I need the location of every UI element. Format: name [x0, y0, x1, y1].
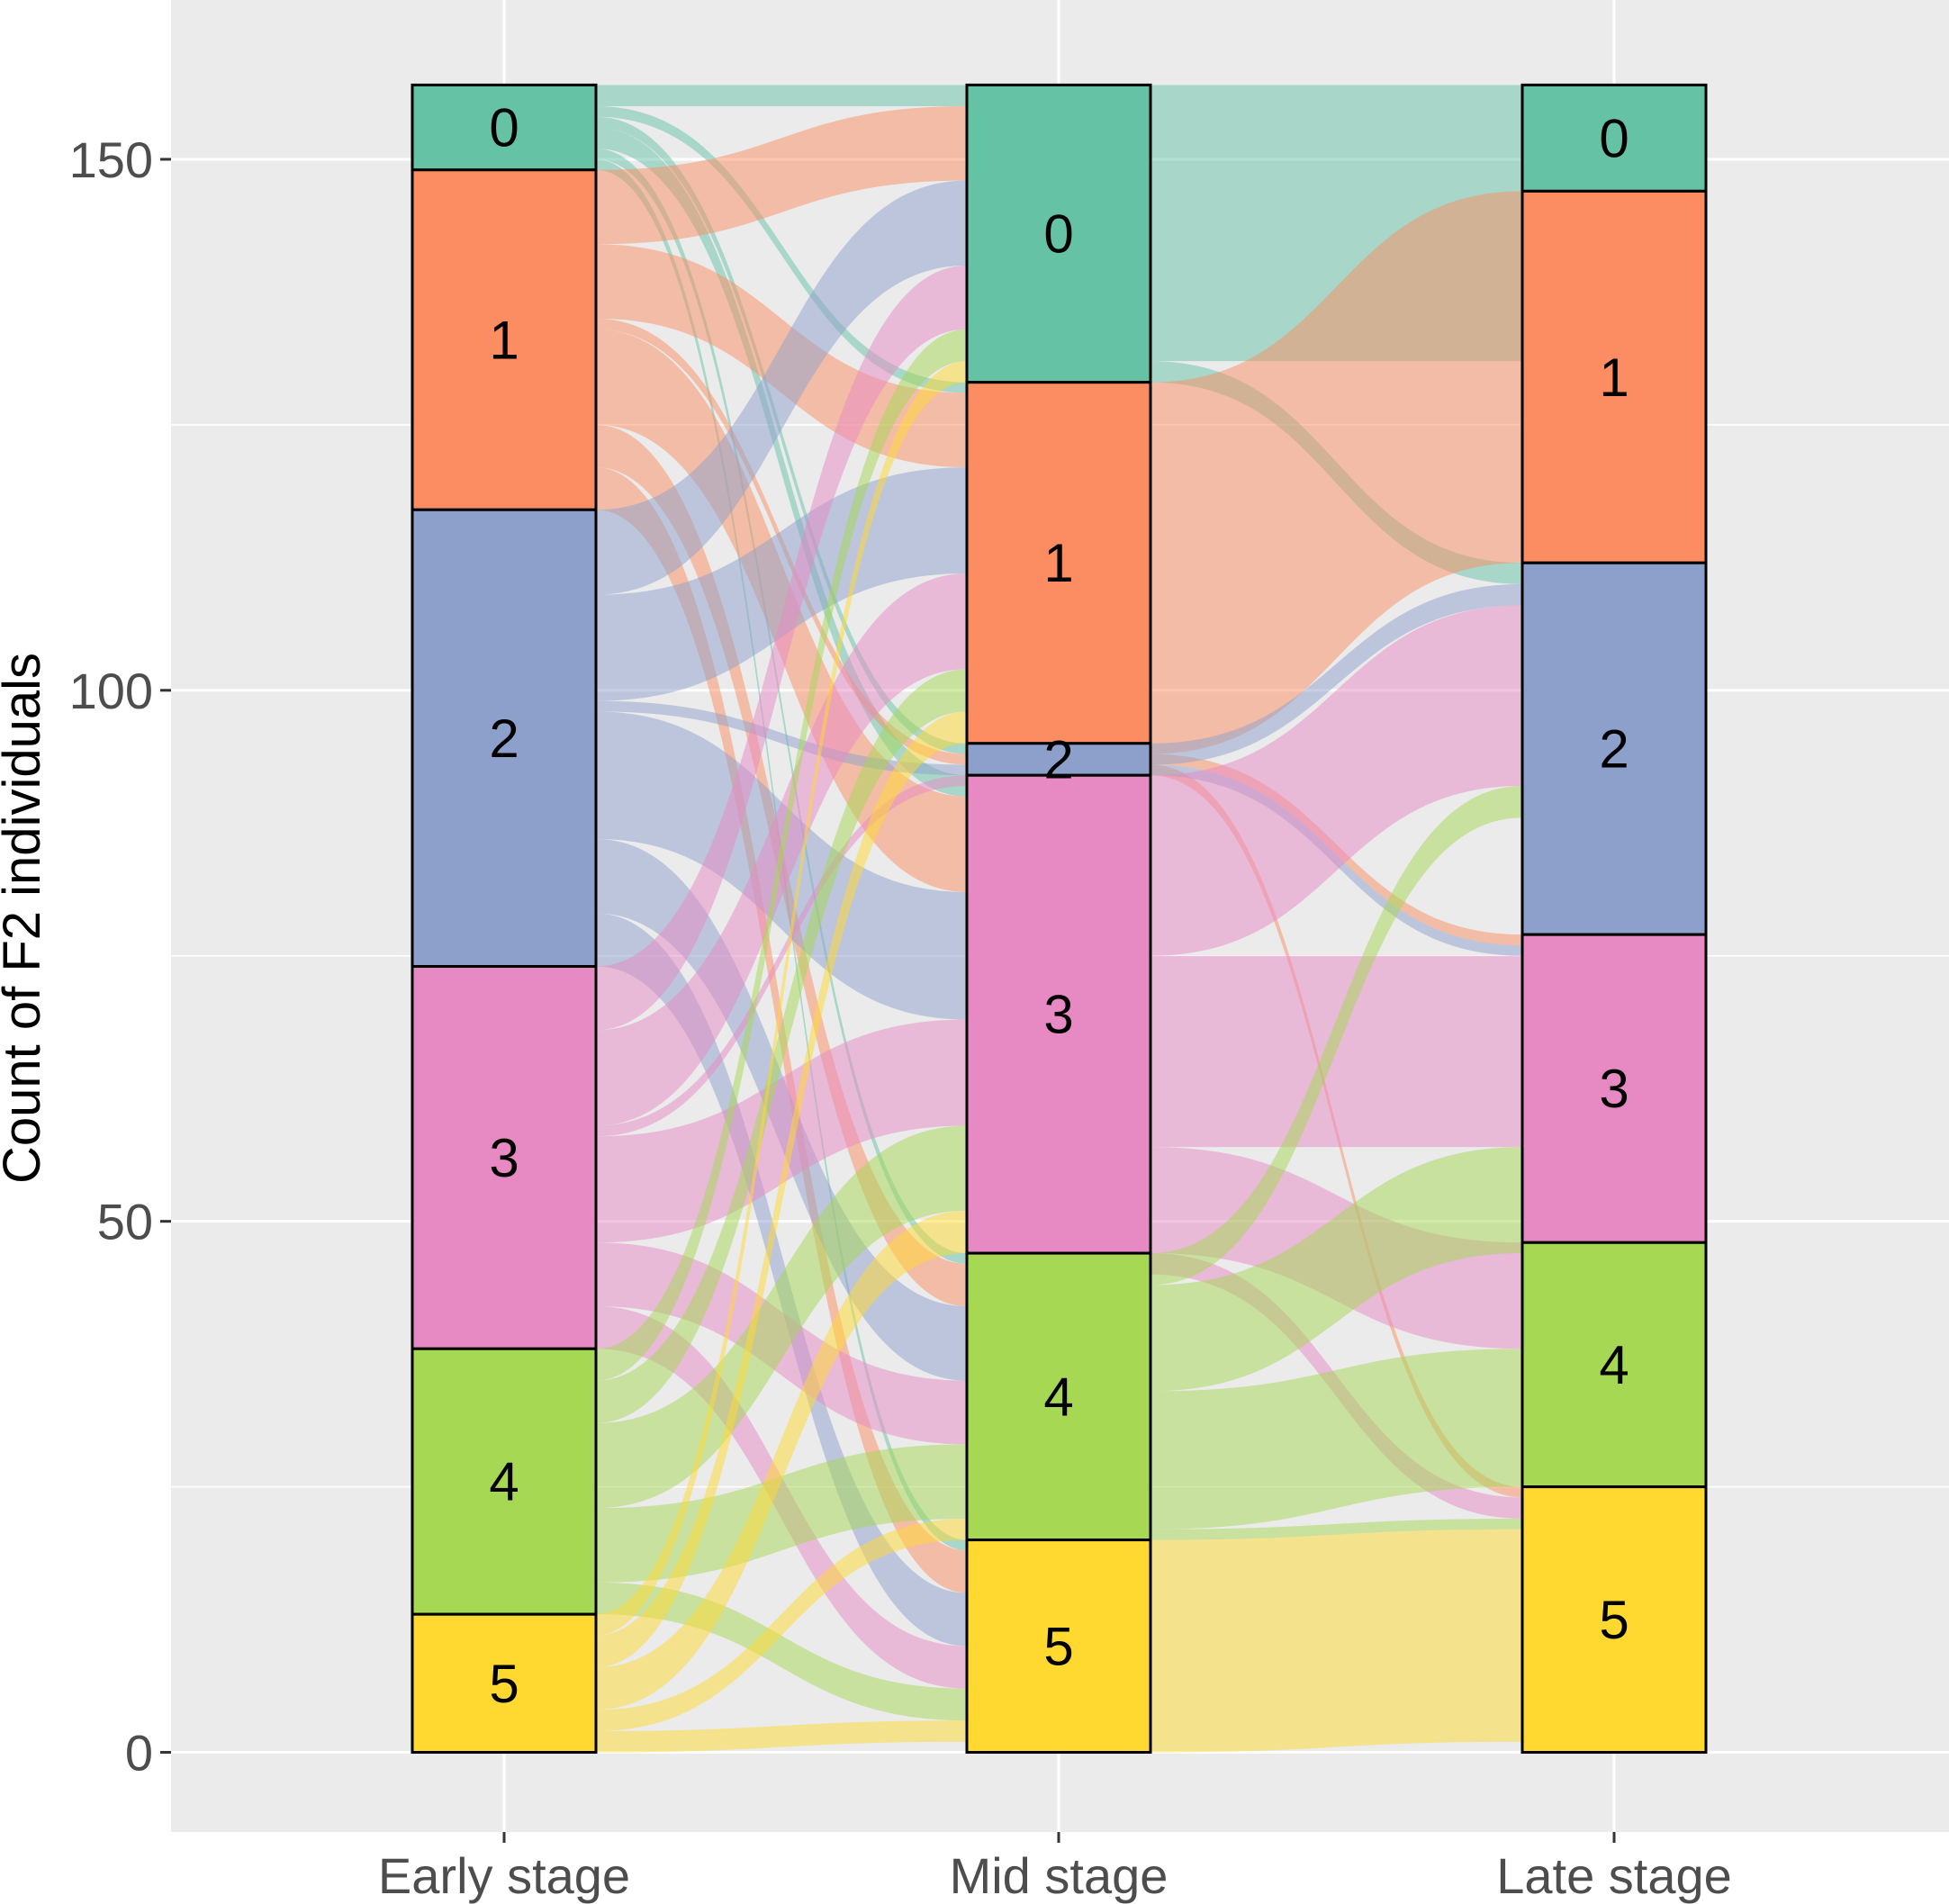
flow-ribbon-3-to-0	[596, 265, 967, 1031]
node-label: 1	[1043, 533, 1073, 593]
node-late-stage-4	[1520, 1241, 1708, 1489]
flow-ribbon-5-to-5	[1150, 1529, 1522, 1753]
node-label: 5	[489, 1654, 519, 1714]
flow-ribbon-3-to-2	[596, 775, 967, 1137]
flow-ribbon-2-to-1	[596, 467, 967, 701]
flow-ribbon-5-to-5	[596, 1720, 967, 1753]
flow-ribbon-2-to-2	[1150, 583, 1522, 765]
flow-ribbon-3-to-2	[1150, 605, 1522, 956]
flow-ribbon-4-to-4	[1150, 1349, 1522, 1530]
node-label: 2	[1043, 729, 1073, 790]
node-label: 3	[489, 1128, 519, 1188]
node-early-stage-5	[411, 1612, 598, 1755]
node-early-stage-2	[411, 508, 598, 969]
node-late-stage-3	[1520, 933, 1708, 1244]
y-tick-label: 150	[69, 131, 153, 188]
node-label: 5	[1043, 1617, 1073, 1677]
node-label: 4	[489, 1452, 519, 1512]
node-mid-stage-0	[965, 83, 1152, 384]
node-mid-stage-2	[965, 742, 1152, 777]
x-tick-label: Late stage	[1496, 1847, 1732, 1904]
node-early-stage-4	[411, 1347, 598, 1616]
flow-ribbon-4-to-3	[596, 1125, 967, 1509]
flow-ribbon-4-to-5	[596, 1582, 967, 1721]
node-label: 3	[1599, 1059, 1629, 1119]
flow-ribbons	[596, 85, 1522, 1753]
x-tick-label: Early stage	[378, 1847, 630, 1904]
node-early-stage-3	[411, 965, 598, 1350]
y-tick-label: 50	[97, 1194, 153, 1250]
node-mid-stage-4	[965, 1251, 1152, 1542]
flow-ribbon-0-to-2	[596, 116, 967, 754]
node-label: 2	[489, 708, 519, 769]
flow-ribbon-0-to-3	[596, 127, 967, 797]
flow-ribbon-2-to-2	[596, 700, 967, 776]
flow-ribbon-0-to-4	[596, 149, 967, 1264]
flow-ribbon-5-to-1	[596, 711, 967, 1668]
node-mid-stage-1	[965, 381, 1152, 745]
y-tick-label: 0	[125, 1725, 153, 1782]
flow-ribbon-0-to-0	[596, 85, 967, 106]
flow-ribbon-4-to-0	[596, 329, 967, 1381]
flow-ribbon-4-to-1	[596, 669, 967, 1423]
node-late-stage-1	[1520, 189, 1708, 564]
node-label: 5	[1599, 1590, 1629, 1650]
node-label: 4	[1599, 1335, 1629, 1395]
node-label: 1	[1599, 347, 1629, 408]
flow-ribbon-1-to-0	[596, 105, 967, 245]
y-axis-title: Count of F2 individuals	[0, 653, 51, 1184]
x-tick-label: Mid stage	[950, 1847, 1168, 1904]
flow-ribbon-0-to-1	[596, 105, 967, 393]
node-label: 0	[1043, 204, 1073, 265]
flow-ribbon-4-to-2	[1150, 785, 1522, 1286]
flow-ribbon-5-to-0	[596, 361, 967, 1636]
stage-stacks: 0 1 2 3 4 5 0 1 2 3 4 5 0 1 2 3 4 5	[411, 83, 1708, 1755]
node-label: 4	[1043, 1367, 1073, 1427]
node-mid-stage-5	[965, 1539, 1152, 1755]
y-tick-label: 100	[69, 663, 153, 719]
node-early-stage-0	[411, 83, 598, 172]
flow-ribbon-4-to-5	[1150, 1518, 1522, 1540]
node-label: 0	[1599, 108, 1629, 168]
node-label: 0	[489, 98, 519, 158]
node-late-stage-5	[1520, 1485, 1708, 1755]
node-early-stage-1	[411, 168, 598, 511]
flow-ribbon-1-to-1	[1150, 191, 1522, 754]
flow-ribbon-4-to-3	[1150, 1147, 1522, 1392]
node-label: 1	[489, 311, 519, 371]
flow-ribbon-5-to-4	[596, 1518, 967, 1731]
node-label: 3	[1043, 985, 1073, 1045]
flow-ribbon-2-to-0	[596, 180, 967, 595]
node-label: 2	[1599, 719, 1629, 780]
flow-ribbon-3-to-3	[596, 1019, 967, 1243]
flow-ribbon-3-to-3	[1150, 955, 1522, 1148]
flow-ribbon-5-to-3	[596, 1210, 967, 1710]
node-late-stage-2	[1520, 561, 1708, 936]
